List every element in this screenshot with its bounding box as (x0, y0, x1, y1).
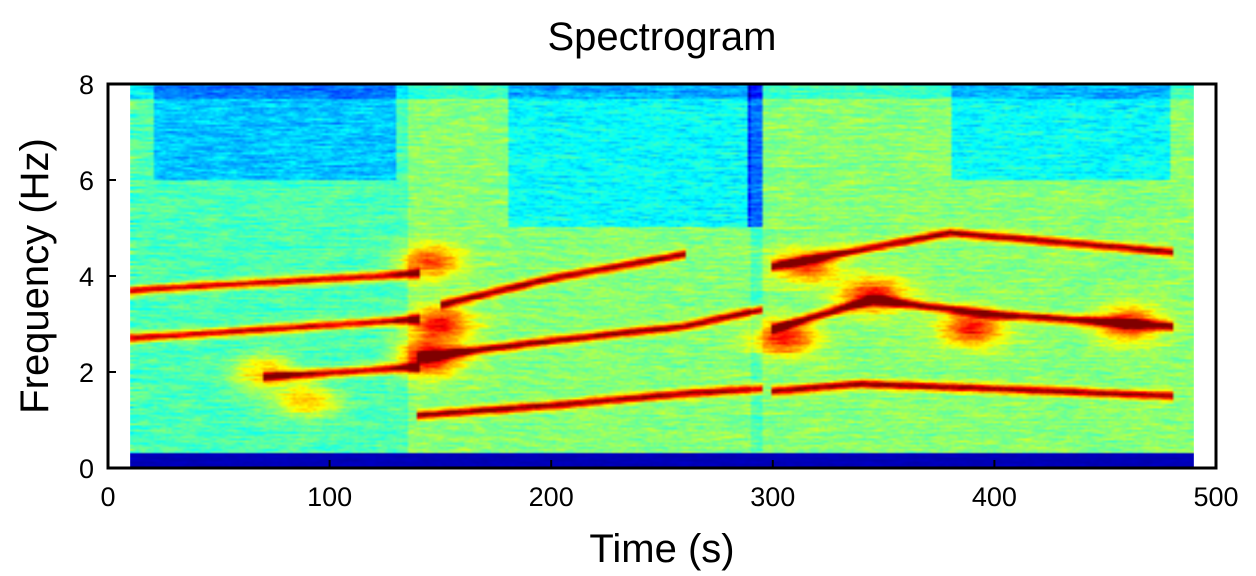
y-axis: 0 2 4 6 8 (79, 70, 116, 484)
y-tick-label: 8 (79, 70, 94, 100)
x-tick-label: 300 (750, 482, 795, 512)
chart-title: Spectrogram (548, 15, 777, 59)
y-tick-label: 4 (79, 262, 94, 292)
x-tick-label: 100 (307, 482, 352, 512)
x-axis-label: Time (s) (589, 527, 734, 571)
y-axis-label: Frequency (Hz) (13, 138, 57, 414)
x-tick-label: 0 (100, 482, 115, 512)
x-axis: 0 100 200 300 400 500 (100, 460, 1239, 512)
plot-area (108, 84, 1216, 468)
spectrogram-heatmap (130, 84, 1194, 468)
y-tick-label: 6 (79, 166, 94, 196)
x-tick-label: 200 (529, 482, 574, 512)
x-tick-label: 400 (972, 482, 1017, 512)
x-tick-label: 500 (1193, 482, 1238, 512)
y-tick-label: 2 (79, 358, 94, 388)
y-tick-label: 0 (79, 454, 94, 484)
